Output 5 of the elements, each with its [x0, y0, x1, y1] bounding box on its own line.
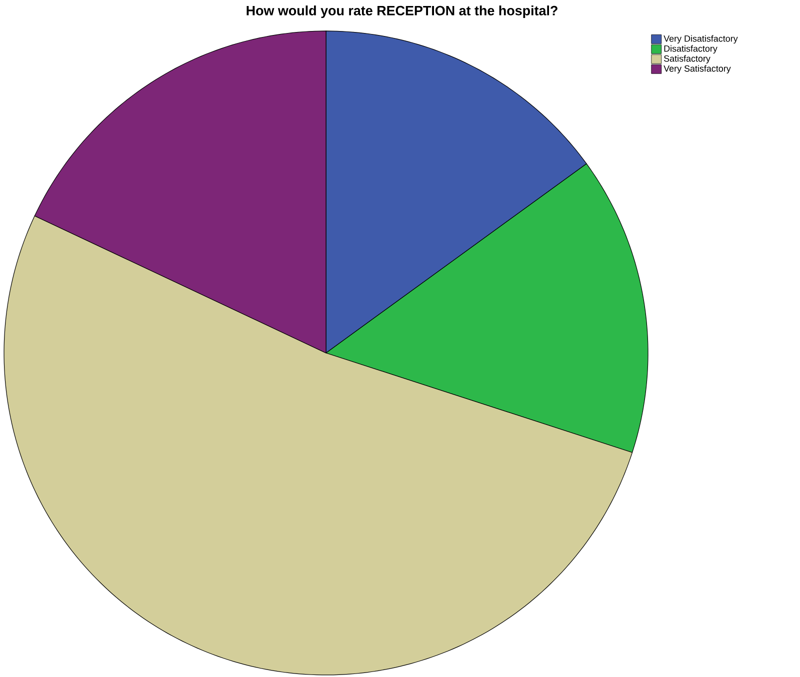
- legend-label: Very Satisfactory: [664, 65, 731, 74]
- legend-label: Very Disatisfactory: [664, 35, 738, 44]
- chart-title: How would you rate RECEPTION at the hospital?: [246, 6, 558, 18]
- legend-label: Disatisfactory: [664, 45, 718, 54]
- legend-label: Satisfactory: [664, 55, 710, 64]
